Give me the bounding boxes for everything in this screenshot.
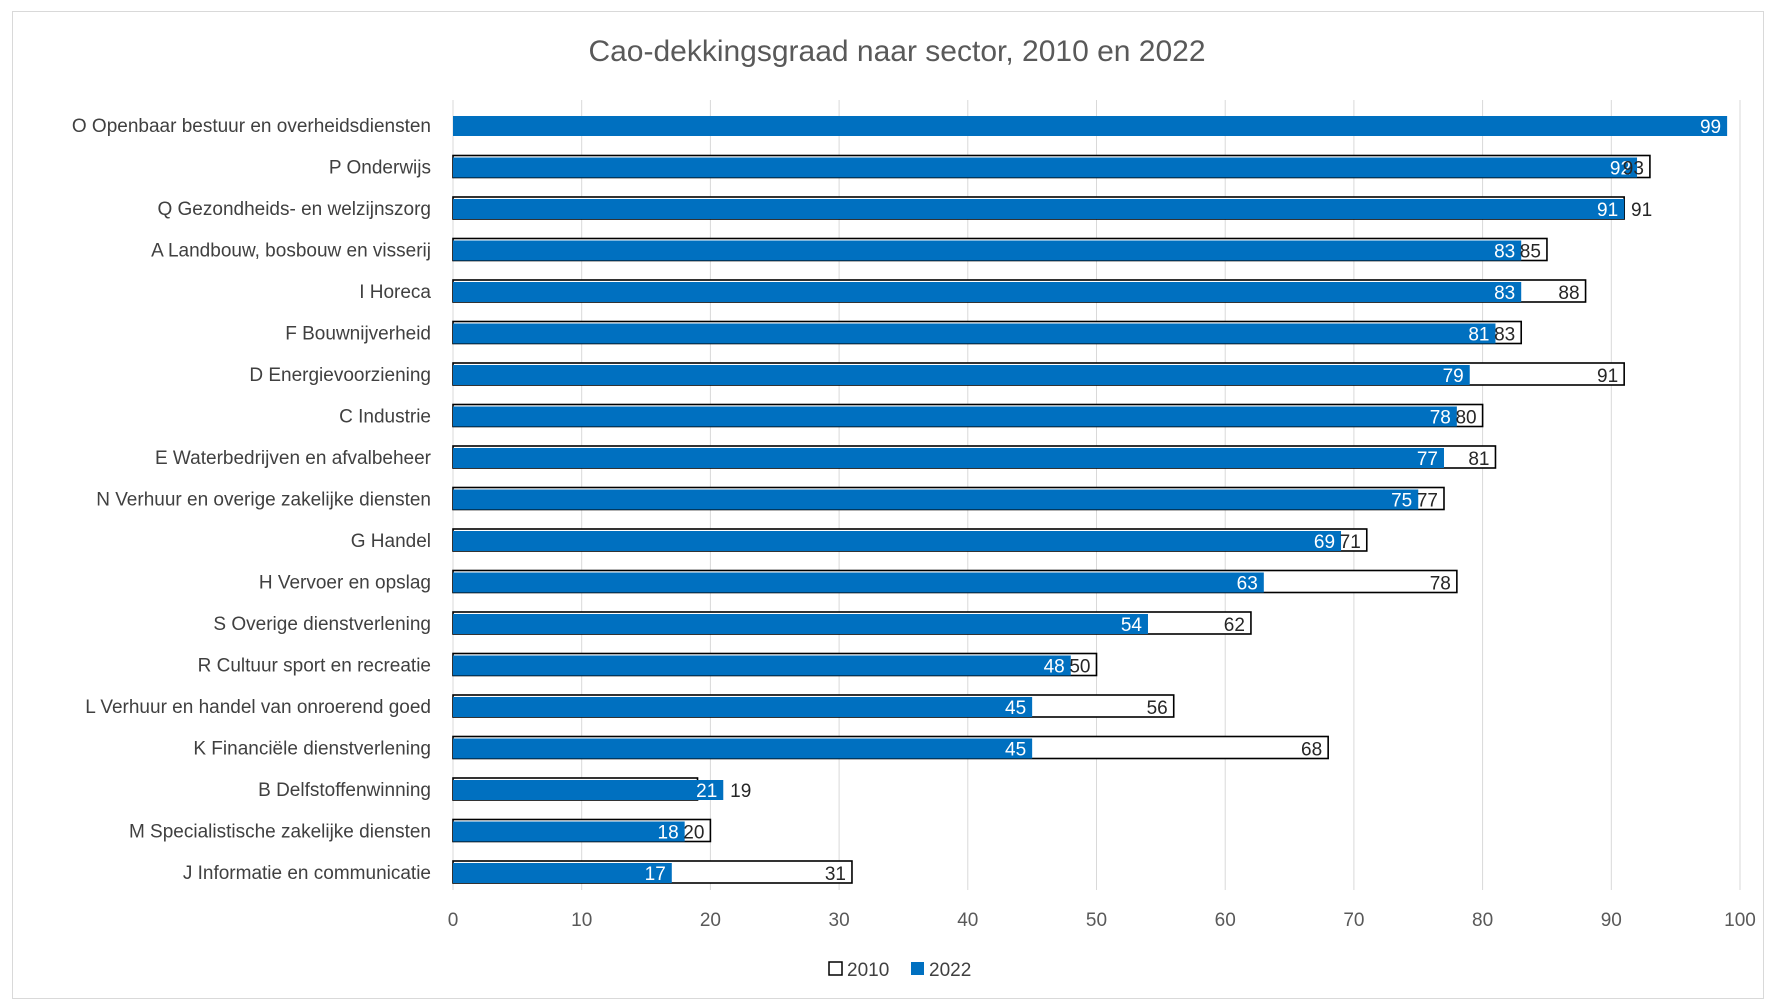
data-label-2022: 48 xyxy=(1044,657,1065,678)
data-label-2022: 81 xyxy=(1468,325,1489,346)
x-tick-label: 10 xyxy=(571,910,592,931)
data-label-2010: 56 xyxy=(1147,698,1168,719)
bar-2022 xyxy=(453,448,1444,468)
x-tick-label: 100 xyxy=(1724,910,1756,931)
bar-2022 xyxy=(453,614,1148,634)
x-tick-label: 30 xyxy=(829,910,850,931)
category-label: E Waterbedrijven en afvalbeheer xyxy=(155,448,432,469)
data-label-2010: 19 xyxy=(730,781,751,802)
category-label: N Verhuur en overige zakelijke diensten xyxy=(96,490,431,511)
data-label-2010: 81 xyxy=(1468,449,1489,470)
category-label: S Overige dienstverlening xyxy=(213,614,431,635)
data-label-2022: 69 xyxy=(1314,532,1335,553)
data-label-2010: 93 xyxy=(1623,159,1644,180)
category-label: A Landbouw, bosbouw en visserij xyxy=(151,241,431,262)
data-label-2022: 77 xyxy=(1417,449,1438,470)
data-label-2010: 31 xyxy=(825,864,846,885)
bar-2022 xyxy=(453,572,1264,593)
data-label-2010: 91 xyxy=(1631,200,1652,221)
bar-2022 xyxy=(453,531,1342,551)
data-label-2022: 99 xyxy=(1700,117,1721,138)
data-label-2022: 45 xyxy=(1005,698,1026,719)
data-label-2010: 85 xyxy=(1520,242,1541,263)
x-tick-label: 80 xyxy=(1472,910,1493,931)
data-label-2022: 91 xyxy=(1597,200,1618,221)
category-label: K Financiële dienstverlening xyxy=(193,739,431,760)
bar-2022 xyxy=(453,821,685,842)
data-label-2022: 75 xyxy=(1391,491,1412,512)
bar-2022 xyxy=(453,697,1033,717)
chart-title: Cao-dekkingsgraad naar sector, 2010 en 2… xyxy=(588,35,1205,68)
legend-label-2022: 2022 xyxy=(929,960,971,981)
bar-2022 xyxy=(453,738,1033,759)
legend-swatch-2022 xyxy=(911,962,924,975)
data-label-2022: 63 xyxy=(1237,574,1258,595)
category-label: D Energievoorziening xyxy=(249,365,431,386)
category-label: L Verhuur en handel van onroerend goed xyxy=(85,697,431,718)
category-label: J Informatie en communicatie xyxy=(183,863,431,884)
bar-2022 xyxy=(453,199,1625,219)
data-label-2010: 80 xyxy=(1455,408,1476,429)
bar-2022 xyxy=(453,780,724,800)
category-label: I Horeca xyxy=(359,282,431,303)
legend-swatch-2010 xyxy=(828,961,843,976)
data-label-2022: 78 xyxy=(1430,408,1451,429)
bar-2022 xyxy=(453,406,1457,427)
category-label: O Openbaar bestuur en overheidsdiensten xyxy=(72,116,431,137)
category-label: B Delfstoffenwinning xyxy=(258,780,431,801)
data-label-2010: 71 xyxy=(1340,532,1361,553)
data-label-2022: 83 xyxy=(1494,283,1515,304)
x-tick-label: 40 xyxy=(957,910,978,931)
bar-2022 xyxy=(453,655,1071,676)
data-label-2010: 77 xyxy=(1417,491,1438,512)
data-label-2010: 78 xyxy=(1430,574,1451,595)
legend: 2010 2022 xyxy=(828,960,971,981)
bar-layer xyxy=(452,116,1728,884)
x-tick-label: 60 xyxy=(1215,910,1236,931)
data-label-2022: 54 xyxy=(1121,615,1143,636)
x-tick-label: 50 xyxy=(1086,910,1107,931)
data-label-2022: 21 xyxy=(696,781,717,802)
bar-2022 xyxy=(453,863,672,883)
bar-2022 xyxy=(453,157,1638,178)
bar-2022 xyxy=(453,240,1522,261)
x-tick-label: 0 xyxy=(448,910,459,931)
category-label: Q Gezondheids- en welzijnszorg xyxy=(157,199,431,220)
x-tick-label: 20 xyxy=(700,910,721,931)
data-label-2022: 83 xyxy=(1494,242,1515,263)
category-label: G Handel xyxy=(351,531,431,552)
legend-label-2010: 2010 xyxy=(847,960,889,981)
category-label: C Industrie xyxy=(339,407,431,428)
data-label-2022: 79 xyxy=(1443,366,1464,387)
page-top-strip xyxy=(0,0,1766,12)
data-label-2022: 18 xyxy=(658,823,679,844)
bar-2022 xyxy=(453,323,1496,344)
bar-2022 xyxy=(453,116,1728,136)
bar-2022 xyxy=(453,365,1470,385)
data-label-2010: 50 xyxy=(1069,657,1090,678)
data-label-2022: 92 xyxy=(1610,159,1631,180)
data-label-2010: 91 xyxy=(1597,366,1618,387)
bar-2022 xyxy=(453,282,1522,302)
category-label: R Cultuur sport en recreatie xyxy=(198,656,431,677)
data-label-2010: 62 xyxy=(1224,615,1245,636)
data-label-2022: 45 xyxy=(1005,740,1026,761)
category-labels: O Openbaar bestuur en overheidsdiensten P… xyxy=(72,116,432,884)
category-label: P Onderwijs xyxy=(329,158,431,179)
data-label-2010: 68 xyxy=(1301,740,1322,761)
bar-2022 xyxy=(453,489,1419,510)
category-label: F Bouwnijverheid xyxy=(285,324,431,345)
data-label-2010: 20 xyxy=(683,823,704,844)
x-tick-label: 90 xyxy=(1601,910,1622,931)
category-label: M Specialistische zakelijke diensten xyxy=(129,822,431,843)
data-label-2010: 83 xyxy=(1494,325,1515,346)
data-label-2022: 17 xyxy=(645,864,666,885)
x-tick-label: 70 xyxy=(1343,910,1364,931)
data-label-2010: 88 xyxy=(1558,283,1579,304)
category-label: H Vervoer en opslag xyxy=(259,573,431,594)
tick-labels: 0 10 20 30 40 50 60 70 80 90 100 xyxy=(448,910,1756,931)
